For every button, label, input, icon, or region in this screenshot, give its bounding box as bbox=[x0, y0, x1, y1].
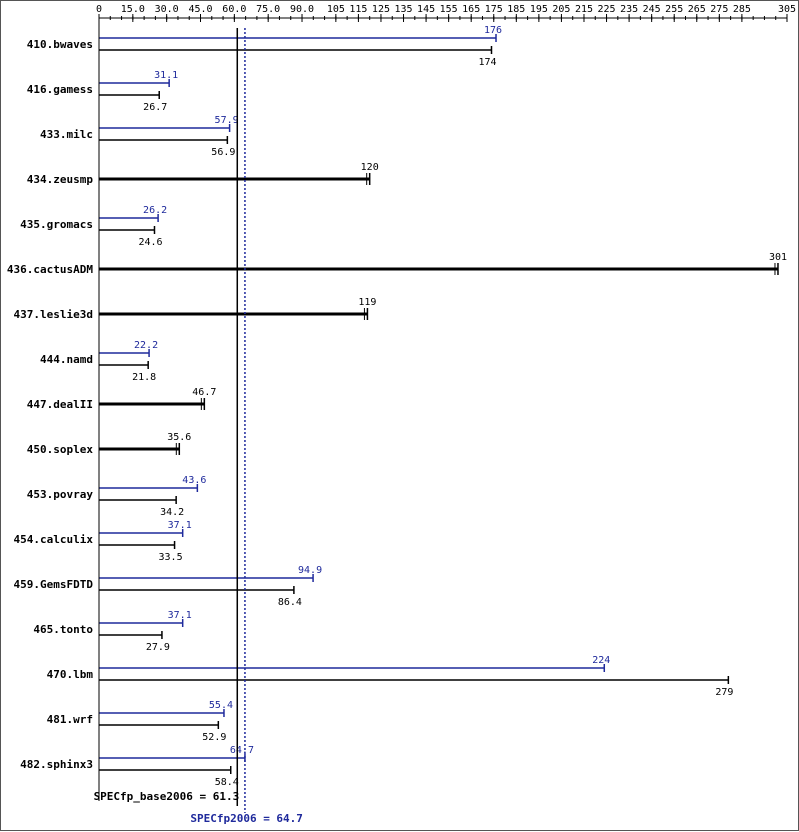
benchmark-label: 482.sphinx3 bbox=[20, 758, 93, 771]
x-tick-label: 90.0 bbox=[290, 4, 314, 15]
peak-value-label: 57.9 bbox=[215, 115, 239, 126]
benchmark-label: 450.soplex bbox=[27, 443, 94, 456]
peak-value-label: 64.7 bbox=[230, 745, 254, 756]
peak-value-label: 31.1 bbox=[154, 70, 178, 81]
x-tick-label: 105 bbox=[327, 4, 345, 15]
x-tick-label: 275 bbox=[710, 4, 728, 15]
x-tick-label: 305 bbox=[778, 4, 796, 15]
benchmark-label: 410.bwaves bbox=[27, 38, 93, 51]
x-tick-label: 195 bbox=[530, 4, 548, 15]
x-tick-label: 30.0 bbox=[155, 4, 179, 15]
x-tick-label: 255 bbox=[665, 4, 683, 15]
x-tick-label: 205 bbox=[552, 4, 570, 15]
x-tick-label: 265 bbox=[688, 4, 706, 15]
benchmark-label: 433.milc bbox=[40, 128, 93, 141]
x-tick-label: 135 bbox=[394, 4, 412, 15]
x-tick-label: 15.0 bbox=[121, 4, 145, 15]
benchmark-label: 459.GemsFDTD bbox=[14, 578, 94, 591]
base-value-label: 21.8 bbox=[132, 372, 156, 383]
benchmark-label: 470.lbm bbox=[47, 668, 94, 681]
x-tick-label: 115 bbox=[349, 4, 367, 15]
benchmark-label: 437.leslie3d bbox=[14, 308, 93, 321]
x-tick-label: 225 bbox=[598, 4, 616, 15]
x-tick-label: 285 bbox=[733, 4, 751, 15]
peak-value-label: 55.4 bbox=[209, 700, 233, 711]
benchmark-label: 454.calculix bbox=[14, 533, 94, 546]
benchmark-label: 444.namd bbox=[40, 353, 93, 366]
peak-value-label: 37.1 bbox=[168, 520, 192, 531]
base-value-label: 52.9 bbox=[202, 732, 226, 743]
combined-value-label: 301 bbox=[769, 252, 787, 263]
peak-value-label: 26.2 bbox=[143, 205, 167, 216]
benchmark-label: 434.zeusmp bbox=[27, 173, 94, 186]
base-value-label: 174 bbox=[478, 57, 496, 68]
base-value-label: 56.9 bbox=[211, 147, 235, 158]
benchmark-label: 435.gromacs bbox=[20, 218, 93, 231]
combined-value-label: 119 bbox=[358, 297, 376, 308]
base-mean-label: SPECfp_base2006 = 61.3 bbox=[94, 790, 240, 803]
peak-value-label: 37.1 bbox=[168, 610, 192, 621]
base-value-label: 24.6 bbox=[138, 237, 162, 248]
x-tick-label: 185 bbox=[507, 4, 525, 15]
base-value-label: 86.4 bbox=[278, 597, 302, 608]
x-tick-label: 45.0 bbox=[188, 4, 212, 15]
peak-mean-label: SPECfp2006 = 64.7 bbox=[190, 812, 303, 825]
x-tick-label: 175 bbox=[485, 4, 503, 15]
combined-value-label: 35.6 bbox=[167, 432, 191, 443]
base-value-label: 27.9 bbox=[146, 642, 170, 653]
base-value-label: 26.7 bbox=[143, 102, 167, 113]
benchmark-label: 436.cactusADM bbox=[7, 263, 93, 276]
x-tick-label: 165 bbox=[462, 4, 480, 15]
x-tick-label: 245 bbox=[643, 4, 661, 15]
base-value-label: 58.4 bbox=[215, 777, 239, 788]
peak-value-label: 94.9 bbox=[298, 565, 322, 576]
benchmark-label: 453.povray bbox=[27, 488, 94, 501]
x-tick-label: 215 bbox=[575, 4, 593, 15]
x-tick-label: 145 bbox=[417, 4, 435, 15]
x-tick-label: 125 bbox=[372, 4, 390, 15]
x-tick-label: 0 bbox=[96, 4, 102, 15]
base-value-label: 33.5 bbox=[159, 552, 183, 563]
benchmark-label: 447.dealII bbox=[27, 398, 93, 411]
peak-value-label: 176 bbox=[484, 25, 502, 36]
x-tick-label: 155 bbox=[440, 4, 458, 15]
combined-value-label: 120 bbox=[361, 162, 379, 173]
base-value-label: 279 bbox=[715, 687, 733, 698]
peak-value-label: 224 bbox=[592, 655, 610, 666]
x-tick-label: 60.0 bbox=[222, 4, 246, 15]
x-tick-label: 75.0 bbox=[256, 4, 280, 15]
x-tick-label: 235 bbox=[620, 4, 638, 15]
peak-value-label: 43.6 bbox=[182, 475, 206, 486]
base-value-label: 34.2 bbox=[160, 507, 184, 518]
peak-value-label: 22.2 bbox=[134, 340, 158, 351]
benchmark-label: 416.gamess bbox=[27, 83, 93, 96]
combined-value-label: 46.7 bbox=[192, 387, 216, 398]
benchmark-label: 465.tonto bbox=[33, 623, 93, 636]
benchmark-label: 481.wrf bbox=[47, 713, 93, 726]
